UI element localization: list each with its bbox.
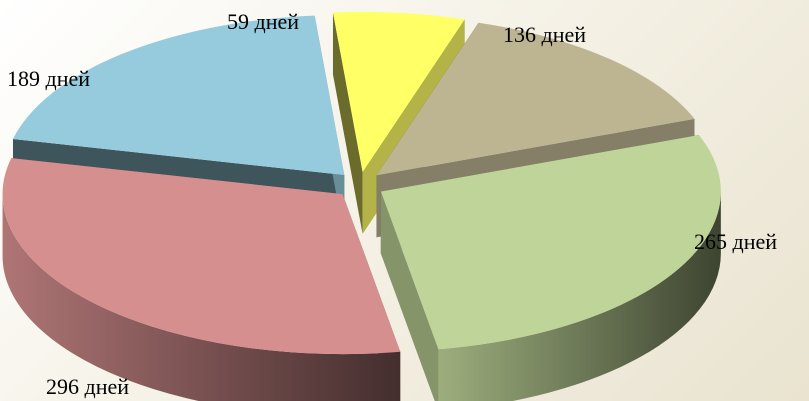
slice-outer-wall [2, 194, 401, 401]
slice-136 [376, 22, 695, 176]
slice-label-136: 136 дней [503, 22, 587, 47]
slice-label-189: 189 дней [7, 66, 91, 91]
slice-label-296: 296 дней [46, 374, 130, 399]
slice-cut-face [332, 12, 363, 234]
slice-cut-face [380, 191, 439, 401]
slice-outer-wall [438, 191, 721, 401]
slice-265 [380, 134, 721, 350]
slice-tops [2, 11, 721, 355]
slice-label-265: 265 дней [694, 229, 778, 254]
slice-label-59: 59 дней [227, 9, 300, 34]
slice-189 [12, 15, 345, 176]
slice-59 [332, 11, 465, 172]
slice-296 [2, 158, 401, 355]
